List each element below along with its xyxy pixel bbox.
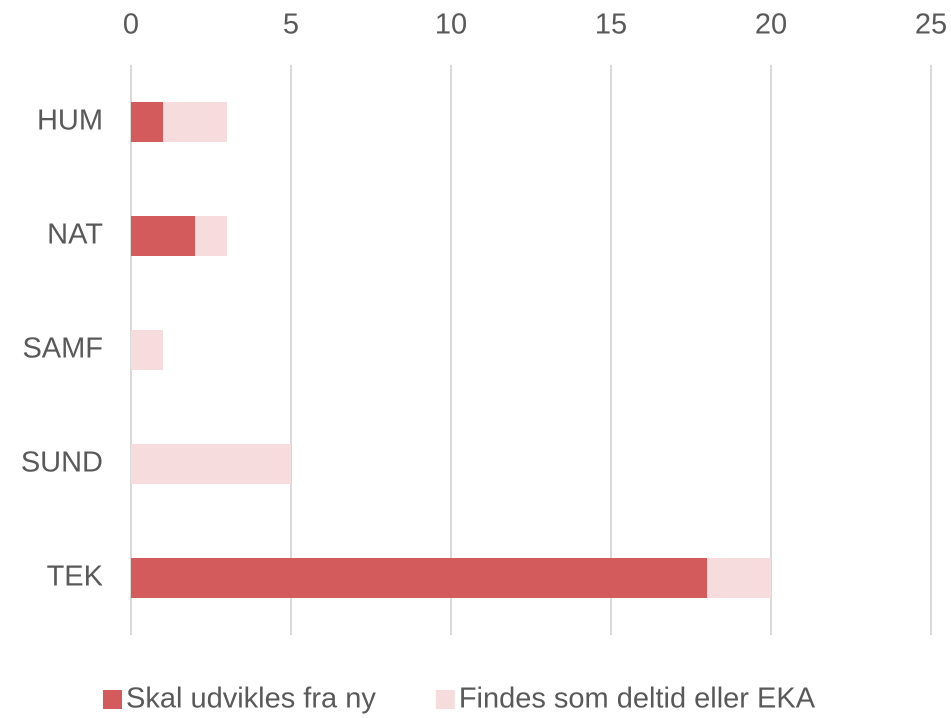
legend-swatch [435,690,455,709]
legend-swatch [103,690,122,709]
bar [131,102,163,142]
x-tick-label: 15 [595,9,627,41]
bar [131,330,163,370]
bar [131,558,707,598]
legend-label: Skal udvikles fra ny [126,683,376,715]
x-tick-label: 20 [755,9,787,41]
y-tick-label: SAMF [22,333,103,365]
x-tick-label: 10 [435,9,467,41]
bar [131,444,291,484]
x-tick-label: 0 [123,9,139,41]
x-tick-label: 5 [283,9,299,41]
y-tick-label: SUND [21,447,103,479]
x-tick-label: 25 [915,9,947,41]
bar [195,216,227,256]
y-tick-label: NAT [47,219,103,251]
bar [707,558,771,598]
bar [131,216,195,256]
y-tick-label: TEK [47,561,104,593]
legend-label: Findes som deltid eller EKA [459,683,816,715]
bar [163,102,227,142]
y-tick-label: HUM [37,105,103,137]
